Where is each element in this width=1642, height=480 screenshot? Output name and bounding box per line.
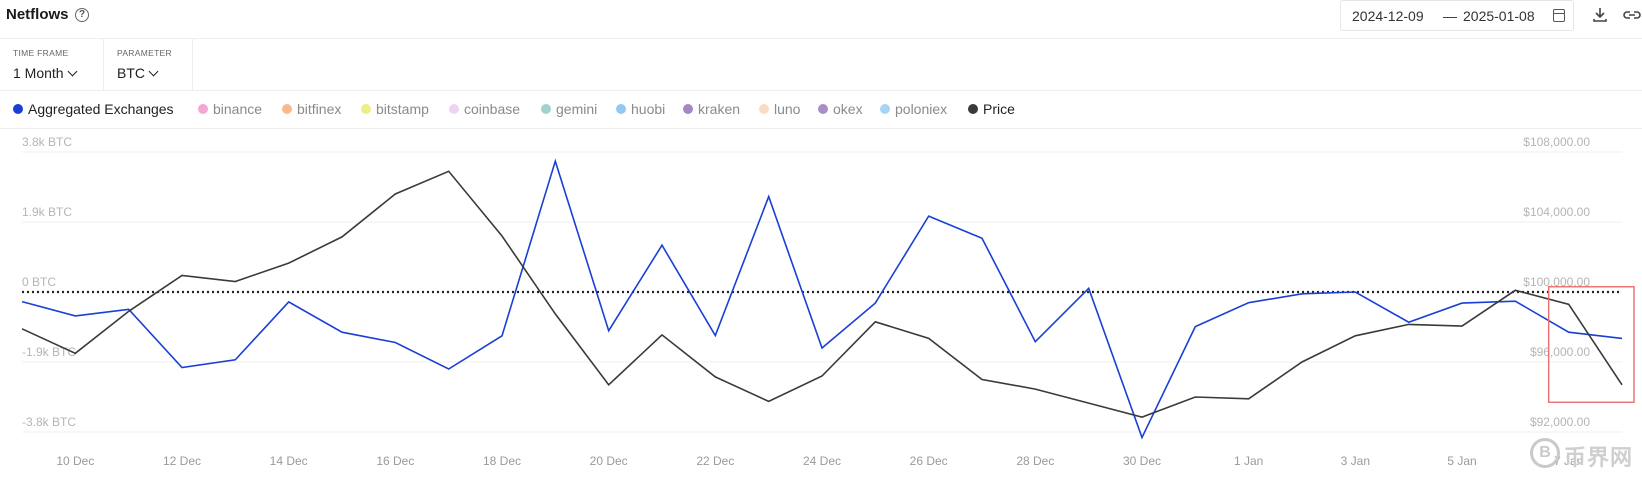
x-tick-label: 1 Jan (1234, 454, 1263, 468)
legend-label: luno (774, 101, 801, 117)
timeframe-label: TIME FRAME (13, 48, 69, 58)
x-tick-label: 16 Dec (376, 454, 414, 468)
legend-label: Aggregated Exchanges (28, 101, 174, 117)
chart-area: 3.8k BTC 1.9k BTC 0 BTC -1.9k BTC -3.8k BTC $… (0, 130, 1642, 480)
watermark-text: 币界网 (1564, 445, 1634, 470)
legend-dot (880, 104, 890, 114)
legend-item-aggregated-exchanges[interactable]: Aggregated Exchanges (13, 101, 174, 117)
download-icon[interactable] (1592, 7, 1608, 23)
x-tick-label: 10 Dec (56, 454, 94, 468)
y-right-tick-label: $104,000.00 (1523, 205, 1590, 219)
chart-legend: Aggregated Exchanges binance bitfinex bi… (0, 91, 1642, 129)
legend-label: bitfinex (297, 101, 342, 117)
legend-label: huobi (631, 101, 666, 117)
y-left-tick-label: -1.9k BTC (22, 345, 76, 359)
parameter-label: PARAMETER (117, 48, 172, 58)
parameter-value-text: BTC (117, 65, 145, 81)
legend-item-price[interactable]: Price (968, 101, 1015, 117)
legend-item-poloniex[interactable]: poloniex (880, 101, 947, 117)
series-line-aggregated-exchanges (21, 158, 1623, 440)
legend-dot (198, 104, 208, 114)
legend-dot (968, 104, 978, 114)
chevron-down-icon (148, 66, 159, 77)
x-tick-label: 12 Dec (163, 454, 201, 468)
date-range-picker[interactable]: 2024-12-09 — 2025-01-08 (1340, 0, 1574, 31)
x-tick-label: 7 Jan (1554, 454, 1583, 468)
legend-label: bitstamp (376, 101, 429, 117)
x-tick-label: 22 Dec (696, 454, 734, 468)
x-tick-label: 5 Jan (1447, 454, 1476, 468)
x-tick-label: 26 Dec (910, 454, 948, 468)
y-right-tick-label: $100,000.00 (1523, 275, 1590, 289)
timeframe-value-text: 1 Month (13, 65, 64, 81)
x-tick-label: 28 Dec (1016, 454, 1054, 468)
legend-dot (361, 104, 371, 114)
legend-label: coinbase (464, 101, 521, 117)
legend-label: kraken (698, 101, 741, 117)
legend-dot (13, 104, 23, 114)
x-tick-label: 24 Dec (803, 454, 841, 468)
chevron-down-icon (67, 66, 78, 77)
legend-label: okex (833, 101, 863, 117)
legend-item-bitstamp[interactable]: bitstamp (361, 101, 429, 117)
watermark-logo-icon: B (1530, 438, 1560, 468)
y-right-tick-label: $108,000.00 (1523, 135, 1590, 149)
x-tick-label: 3 Jan (1341, 454, 1370, 468)
date-start: 2024-12-09 (1352, 8, 1424, 24)
legend-item-luno[interactable]: luno (759, 101, 800, 117)
x-tick-label: 20 Dec (590, 454, 628, 468)
header: Netflows ? 2024-12-09 — 2025-01-08 (0, 0, 1642, 32)
legend-item-coinbase[interactable]: coinbase (449, 101, 520, 117)
calendar-icon[interactable] (1553, 9, 1565, 22)
parameter-select[interactable]: PARAMETER BTC (104, 39, 193, 91)
legend-dot (818, 104, 828, 114)
legend-dot (541, 104, 551, 114)
legend-dot (282, 104, 292, 114)
y-left-tick-label: 0 BTC (22, 275, 56, 289)
legend-label: binance (213, 101, 263, 117)
netflows-chart: 3.8k BTC 1.9k BTC 0 BTC -1.9k BTC -3.8k BTC $… (21, 135, 1635, 468)
controls-bar: TIME FRAME 1 Month PARAMETER BTC (0, 38, 1642, 91)
y-left-tick-label: -3.8k BTC (22, 415, 76, 429)
legend-item-huobi[interactable]: huobi (616, 101, 665, 117)
x-tick-label: 18 Dec (483, 454, 521, 468)
y-left-tick-label: 1.9k BTC (22, 205, 72, 219)
parameter-value: BTC (117, 65, 159, 81)
legend-item-binance[interactable]: binance (198, 101, 262, 117)
y-left-tick-label: 3.8k BTC (22, 135, 72, 149)
legend-label: Price (983, 101, 1015, 117)
x-tick-label: 14 Dec (270, 454, 308, 468)
timeframe-value: 1 Month (13, 65, 78, 81)
series-line-price (21, 170, 1623, 418)
x-tick-label: 30 Dec (1123, 454, 1161, 468)
legend-dot (759, 104, 769, 114)
legend-dot (683, 104, 693, 114)
date-end: 2025-01-08 (1463, 8, 1535, 24)
y-right-tick-label: $92,000.00 (1530, 415, 1590, 429)
legend-item-bitfinex[interactable]: bitfinex (282, 101, 341, 117)
legend-label: gemini (556, 101, 598, 117)
highlight-box (1547, 286, 1635, 403)
y-right-tick-label: $96,000.00 (1530, 345, 1590, 359)
legend-item-okex[interactable]: okex (818, 101, 863, 117)
legend-dot (616, 104, 626, 114)
date-separator: — (1443, 8, 1457, 24)
timeframe-select[interactable]: TIME FRAME 1 Month (0, 39, 104, 91)
link-icon[interactable] (1622, 7, 1642, 23)
page-title: Netflows (6, 6, 69, 23)
watermark: B 币界网 (1530, 436, 1642, 472)
legend-item-gemini[interactable]: gemini (541, 101, 597, 117)
legend-label: poloniex (895, 101, 948, 117)
help-icon[interactable]: ? (75, 8, 89, 22)
legend-item-kraken[interactable]: kraken (683, 101, 740, 117)
legend-dot (449, 104, 459, 114)
